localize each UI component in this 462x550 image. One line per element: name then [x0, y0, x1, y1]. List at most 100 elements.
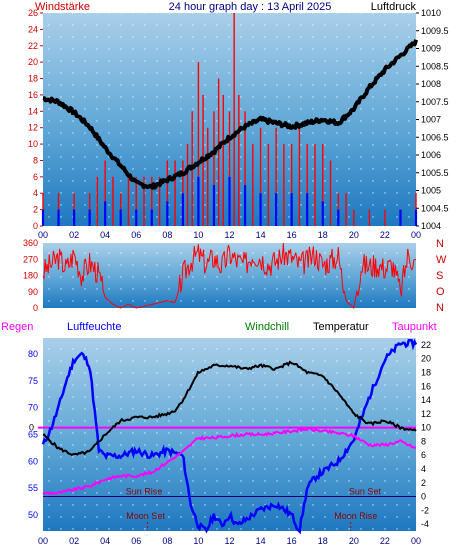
wind-direction-panel: 0 90 180 270 360: [23, 238, 417, 313]
hour-tick-label: 18: [318, 230, 328, 240]
wind-tick-label: 4: [33, 188, 38, 198]
pressure-tick-label: 1006: [421, 150, 441, 160]
wind-tick-label: 8: [33, 155, 38, 165]
temperature-tick-label: 2: [421, 478, 426, 488]
direction-tick-label: 180: [23, 271, 38, 281]
hour-tick-label: 10: [193, 536, 203, 546]
temperature-tick-label: -2: [421, 505, 429, 515]
humidity-tick-label: 65: [28, 430, 38, 440]
hour-tick-label: 22: [380, 230, 390, 240]
temperature-tick-label: 0: [421, 492, 426, 502]
hour-tick-label: 02: [69, 536, 79, 546]
direction-degree-ticks: 0 90 180 270 360: [23, 238, 38, 313]
temperature-humidity-panel: 0 Sun Rise Sun Set Moon Set Moon Rise 50…: [28, 338, 431, 546]
humidity-axis-ticks: 50 55 60 65 70 75 80: [28, 349, 38, 520]
hour-tick-label: 12: [224, 230, 234, 240]
compass-letter: S: [436, 270, 443, 282]
wind-tick-label: 20: [28, 57, 38, 67]
temperature-tick-label: 4: [421, 464, 426, 474]
dewpoint-label: Taupunkt: [392, 321, 437, 333]
hour-tick-label: 08: [162, 536, 172, 546]
wind-tick-label: 22: [28, 41, 38, 51]
hour-tick-label: 04: [100, 230, 110, 240]
wind-tick-label: 6: [33, 172, 38, 182]
hour-tick-label: 20: [349, 230, 359, 240]
temperature-tick-label: 20: [421, 354, 431, 364]
compass-letter: N: [436, 302, 444, 314]
hour-tick-label: 16: [287, 536, 297, 546]
wind-tick-label: 2: [33, 205, 38, 215]
sun-rise-label: Sun Rise: [126, 487, 163, 497]
temperature-tick-label: 12: [421, 409, 431, 419]
temperature-label: Temperatur: [313, 321, 369, 333]
hour-tick-label: 22: [380, 536, 390, 546]
hour-tick-label: 00: [411, 230, 421, 240]
humidity-label: Luftfeuchte: [67, 321, 121, 333]
pressure-tick-label: 1009.5: [421, 26, 449, 36]
moon-set-label: Moon Set: [126, 511, 165, 521]
hour-tick-label: 10: [193, 230, 203, 240]
hour-tick-label: 12: [224, 536, 234, 546]
hour-tick-label: 00: [38, 536, 48, 546]
hour-tick-label: 18: [318, 536, 328, 546]
hour-tick-label: 00: [38, 230, 48, 240]
pressure-axis-label: Luftdruck: [371, 1, 417, 13]
temperature-tick-label: 16: [421, 381, 431, 391]
temperature-tick-label: 10: [421, 423, 431, 433]
pressure-tick-label: 1007.5: [421, 97, 449, 107]
direction-tick-label: 90: [28, 287, 38, 297]
wind-tick-label: 24: [28, 24, 38, 34]
temperature-tick-label: 6: [421, 450, 426, 460]
page-title: 24 hour graph day : 13 April 2025: [169, 1, 332, 13]
hour-tick-label: 16: [287, 230, 297, 240]
direction-tick-label: 270: [23, 254, 38, 264]
temperature-tick-label: -4: [421, 519, 429, 529]
pressure-tick-label: 1006.5: [421, 132, 449, 142]
hour-tick-label: 06: [131, 536, 141, 546]
pressure-axis-ticks: 1004 1004.5 1005 1005.5 1006 1006.5 1007 1007.5…: [416, 8, 449, 231]
hour-tick-label: 08: [162, 230, 172, 240]
hour-tick-label: 04: [100, 536, 110, 546]
temperature-tick-label: 8: [421, 436, 426, 446]
pressure-tick-label: 1010: [421, 8, 441, 18]
dewpoint-series-line: [42, 426, 416, 496]
hour-tick-label: 00: [411, 536, 421, 546]
temperature-tick-label: 18: [421, 367, 431, 377]
wind-axis-label: Windstärke: [35, 1, 90, 13]
wind-tick-label: 14: [28, 106, 38, 116]
pressure-tick-label: 1009: [421, 44, 441, 54]
wind-average-bars: [41, 176, 418, 226]
rain-zero-label: 0: [29, 423, 34, 433]
pressure-tick-label: 1004: [421, 221, 441, 231]
compass-letter: W: [436, 254, 447, 266]
hour-axis-ticks-bottom: 00 02 04 06 08 10 12 14 16 18 20 22 00: [38, 536, 421, 546]
pressure-series-line: [42, 39, 418, 190]
wind-direction-series-line: [42, 242, 417, 310]
direction-tick-label: 360: [23, 238, 38, 248]
temperature-tick-label: 14: [421, 395, 431, 405]
direction-tick-label: 0: [33, 303, 38, 313]
hour-tick-label: 06: [131, 230, 141, 240]
hour-tick-label: 14: [256, 230, 266, 240]
wind-tick-label: 26: [28, 8, 38, 18]
hour-tick-label: 14: [256, 536, 266, 546]
temperature-series-line: [43, 360, 417, 457]
wind-tick-label: 12: [28, 123, 38, 133]
pressure-tick-label: 1007: [421, 115, 441, 125]
pressure-tick-label: 1005.5: [421, 168, 449, 178]
temperature-tick-label: 22: [421, 340, 431, 350]
pressure-tick-label: 1008: [421, 79, 441, 89]
wind-tick-label: 18: [28, 74, 38, 84]
temperature-axis-ticks: -4 -2 0 2 4 6 8 10 12 14 16 18 20 22: [421, 340, 431, 529]
humidity-tick-label: 75: [28, 376, 38, 386]
wind-tick-label: 0: [33, 221, 38, 231]
hour-tick-label: 20: [349, 536, 359, 546]
pressure-tick-label: 1008.5: [421, 61, 449, 71]
humidity-series-line: [41, 338, 418, 535]
pressure-tick-label: 1005: [421, 186, 441, 196]
sun-set-label: Sun Set: [349, 487, 382, 497]
humidity-tick-label: 60: [28, 456, 38, 466]
